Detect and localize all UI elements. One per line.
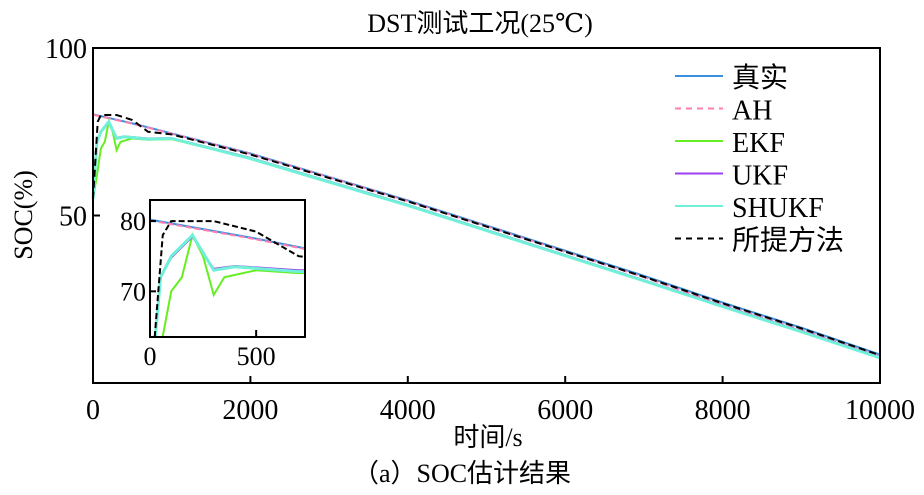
x-tick-label: 2000 xyxy=(222,395,278,426)
inset-series-line-5 xyxy=(153,220,306,338)
inset-frame xyxy=(149,199,306,338)
legend-label-5: 所提方法 xyxy=(732,225,844,257)
series-line-4 xyxy=(91,118,881,360)
x-axis-label: 时间/s xyxy=(453,423,522,452)
legend-label-2: EKF xyxy=(732,128,785,159)
legend-label-0: 真实 xyxy=(732,62,788,94)
legend-label-1: AH xyxy=(732,96,772,127)
x-tick-label: 4000 xyxy=(380,395,436,426)
figure-caption: （a）SOC估计结果 xyxy=(353,459,571,488)
x-tick-label: 10000 xyxy=(845,395,915,426)
chart-title: DST测试工况(25℃) xyxy=(367,9,593,38)
y-axis-label: SOC(%) xyxy=(9,170,38,260)
inset-x-tick-label: 0 xyxy=(144,342,157,371)
legend-label-4: SHUKF xyxy=(732,193,824,224)
y-tick-label: 100 xyxy=(45,34,87,65)
inset-y-tick-label: 70 xyxy=(120,277,146,306)
inset-x-tick-label: 500 xyxy=(237,342,276,371)
series-line-5 xyxy=(92,114,881,357)
inset-chart: 0 500 70 80 xyxy=(120,199,306,371)
x-tick-label: 8000 xyxy=(695,395,751,426)
inset-series xyxy=(149,218,306,338)
x-tick-label: 6000 xyxy=(537,395,593,426)
x-tick-label: 0 xyxy=(86,395,100,426)
inset-y-tick-label: 80 xyxy=(120,207,146,236)
inset-series-line-2 xyxy=(161,232,306,338)
legend-label-3: UKF xyxy=(732,161,788,192)
inset-series-line-4 xyxy=(153,232,306,338)
y-tick-label: 50 xyxy=(59,202,87,233)
